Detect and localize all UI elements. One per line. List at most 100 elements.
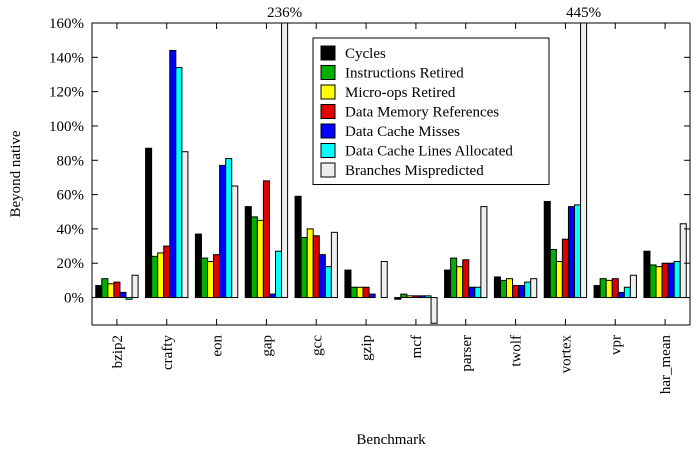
bar [499,279,508,299]
legend-label: Data Memory References [345,105,499,121]
bar [350,286,358,299]
bar [362,286,370,299]
y-tick-label: 80% [57,153,85,169]
bar [380,261,388,299]
legend-box [312,37,550,185]
bar [368,293,376,299]
bar [543,200,551,299]
legend-swatch [320,143,336,158]
bar [145,147,153,299]
bar [131,274,139,299]
legend-label: Data Cache Misses [345,124,460,140]
bar [580,23,588,299]
bar [107,283,115,299]
legend-label: Branches Mispredicted [345,163,484,179]
bar [430,297,438,324]
y-tick-label: 0% [64,291,84,307]
bar [512,285,520,299]
y-tick-label: 160% [49,16,84,32]
bars [95,23,687,324]
bar [300,236,308,299]
bar [250,216,258,299]
x-tick-label: vpr [608,335,624,355]
y-tick-label: 100% [49,119,84,135]
x-axis-label: Benchmark [356,432,426,448]
bar [524,281,532,299]
bar [294,195,302,299]
bar [281,23,289,299]
x-tick-label: crafty [160,335,176,370]
bar [599,278,607,299]
x-tick-label: eon [210,335,226,357]
bar [101,278,109,299]
y-tick-label: 60% [57,188,85,204]
bar [655,266,663,299]
legend-label: Cycles [345,46,386,62]
legend-swatch [320,104,336,119]
bar [194,233,202,299]
bar [262,180,270,299]
bar [151,255,159,299]
legend-swatch [320,65,336,80]
bar [462,259,470,299]
bar [480,206,488,299]
bar [561,238,569,299]
bar [119,291,127,299]
bar [274,250,283,299]
value-label: 445% [566,5,601,21]
bar [113,281,121,299]
bar [611,278,619,299]
bar [673,261,681,299]
y-axis-label: Beyond native [8,130,24,217]
bar [530,278,538,299]
bar [324,266,332,299]
x-tick-label: bzip2 [110,335,126,368]
y-tick-label: 120% [49,85,84,101]
bar [679,223,687,299]
bar [306,228,314,299]
y-tick-label: 40% [57,222,85,238]
bar [667,262,675,299]
legend-label: Micro-ops Retired [345,85,456,101]
bar [643,250,651,299]
bar [181,151,189,299]
y-tick-label: 140% [49,50,84,66]
bar [456,266,464,299]
bar [318,254,326,299]
plot-frame [91,22,691,326]
bar [424,295,432,299]
bar [312,235,320,299]
bar [157,252,165,299]
bar [330,231,338,299]
bar [344,269,352,299]
value-label: 236% [267,5,302,21]
bar [244,206,252,299]
bar [406,295,414,299]
bar [555,261,563,299]
x-tick-label: gcc [309,335,325,356]
bar [231,185,239,299]
legend-label: Data Cache Lines Allocated [345,144,513,160]
bar [225,158,233,299]
legend-label: Instructions Retired [345,66,464,82]
legend-swatch [320,45,336,61]
bar [474,286,482,299]
x-tick-label: gap [259,335,275,357]
bar [400,293,408,299]
x-tick-label: gzip [359,335,375,361]
bar [661,262,669,299]
bar [268,293,276,299]
bar [207,261,215,299]
y-tick-label: 20% [57,256,85,272]
bar [219,164,227,299]
bar [200,257,209,299]
bar [573,204,582,299]
bar [629,274,637,299]
bar [605,279,613,299]
bar [163,245,171,299]
bar [256,219,264,299]
bar [450,257,458,299]
bar [549,249,557,299]
bar [169,49,177,299]
